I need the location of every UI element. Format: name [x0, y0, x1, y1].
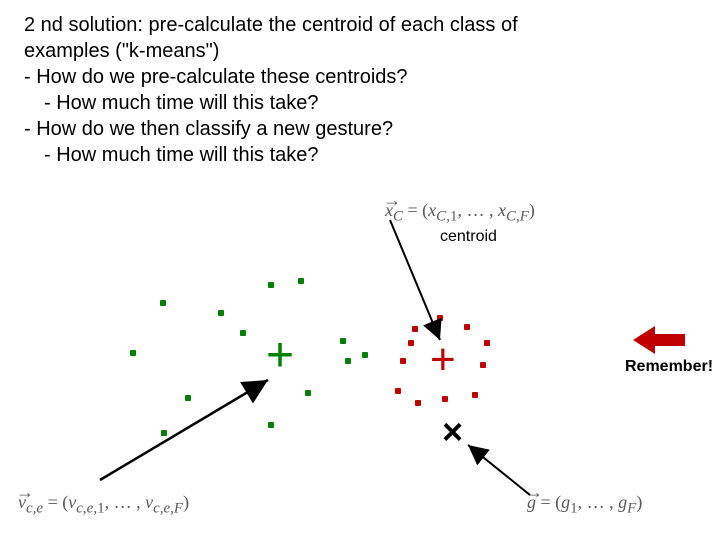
- text-line-5: - How do we then classify a new gesture?: [24, 116, 664, 142]
- arrow-to-black-x: [468, 445, 530, 495]
- green-point: [185, 395, 191, 401]
- formula-g: →g = (g1, … , gF): [527, 492, 642, 518]
- green-point: [130, 350, 136, 356]
- text-line-2: examples ("k-means"): [24, 38, 664, 64]
- red-point: [437, 315, 443, 321]
- red-point: [408, 340, 414, 346]
- red-point: [464, 324, 470, 330]
- gesture-marker: ×: [442, 414, 463, 450]
- centroid-label: centroid: [440, 228, 497, 246]
- text-line-1: 2 nd solution: pre-calculate the centroi…: [24, 12, 664, 38]
- green-point: [268, 282, 274, 288]
- arrow-to-green-plus: [100, 380, 268, 480]
- green-point: [160, 300, 166, 306]
- red-point: [480, 362, 486, 368]
- formula-xc: →xC = (xC,1, … , xC,F): [385, 200, 535, 226]
- green-point: [161, 430, 167, 436]
- red-point: [484, 340, 490, 346]
- red-centroid-marker: +: [430, 338, 456, 382]
- green-point: [298, 278, 304, 284]
- red-point: [442, 396, 448, 402]
- red-point: [412, 326, 418, 332]
- green-centroid-marker: +: [266, 332, 294, 380]
- green-point: [305, 390, 311, 396]
- green-point: [218, 310, 224, 316]
- green-point: [362, 352, 368, 358]
- red-point: [400, 358, 406, 364]
- green-point: [268, 422, 274, 428]
- red-point: [395, 388, 401, 394]
- formula-vce: →vc,e = (vc,e,1, … , vc,e,F): [18, 492, 189, 518]
- text-line-3: - How do we pre-calculate these centroid…: [24, 64, 664, 90]
- remember-label: Remember!: [625, 358, 713, 376]
- red-point: [472, 392, 478, 398]
- slide-text: 2 nd solution: pre-calculate the centroi…: [24, 12, 664, 168]
- arrow-to-red-plus: [390, 220, 440, 340]
- text-line-6: - How much time will this take?: [44, 142, 664, 168]
- red-point: [415, 400, 421, 406]
- text-line-4: - How much time will this take?: [44, 90, 664, 116]
- green-point: [240, 330, 246, 336]
- green-point: [345, 358, 351, 364]
- remember-arrow-icon: [633, 326, 685, 354]
- green-point: [340, 338, 346, 344]
